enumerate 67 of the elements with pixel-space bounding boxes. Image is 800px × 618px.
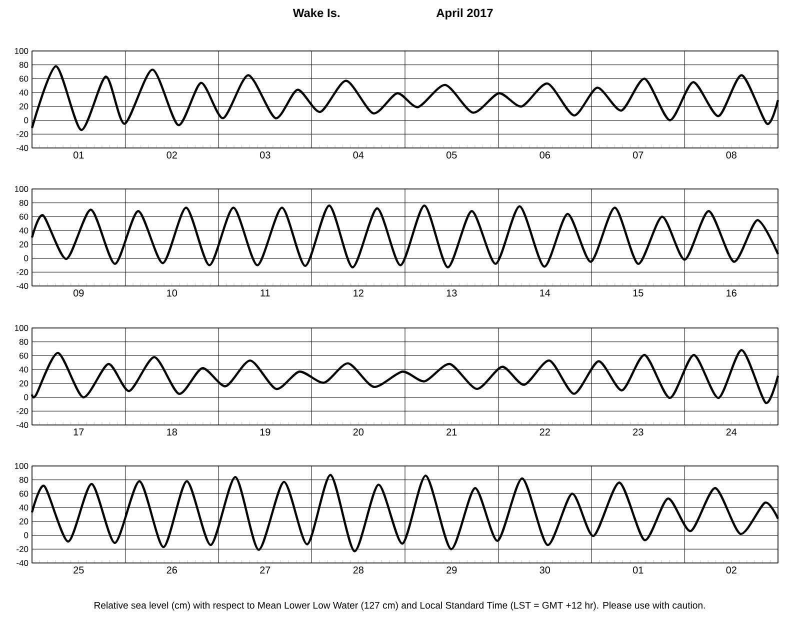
y-tick-label: 60 bbox=[20, 490, 28, 497]
y-tick-label: 80 bbox=[19, 338, 28, 345]
y-tick-label: 100 bbox=[15, 48, 28, 54]
x-tick-label: 10 bbox=[167, 290, 178, 297]
y-tick-label: 100 bbox=[15, 186, 28, 192]
y-tick-label: 60 bbox=[20, 352, 28, 359]
x-tick-label: 09 bbox=[73, 290, 84, 297]
y-tick-label: 60 bbox=[20, 214, 28, 220]
x-tick-label: 12 bbox=[354, 290, 364, 296]
y-tick-label: 100 bbox=[15, 324, 28, 331]
x-tick-label: 26 bbox=[166, 566, 177, 574]
x-tick-label: 29 bbox=[446, 566, 457, 574]
chart-title: Wake Is. bbox=[292, 8, 340, 18]
y-tick-label: 0 bbox=[24, 255, 28, 262]
x-tick-label: 08 bbox=[726, 152, 736, 159]
y-tick-label: -40 bbox=[16, 560, 28, 566]
x-tick-label: 03 bbox=[260, 152, 270, 159]
y-tick-label: 100 bbox=[15, 462, 28, 469]
x-tick-label: 04 bbox=[353, 152, 364, 159]
y-tick-label: 40 bbox=[19, 366, 28, 373]
y-tick-label: -20 bbox=[16, 131, 28, 138]
y-tick-label: 40 bbox=[19, 504, 28, 511]
y-tick-label: 0 bbox=[24, 532, 28, 538]
y-tick-label: 60 bbox=[20, 76, 28, 82]
y-tick-label: -20 bbox=[16, 269, 28, 276]
y-tick-label: 20 bbox=[19, 518, 28, 524]
y-tick-label: 80 bbox=[19, 62, 28, 68]
text: Relative sea level (cm) with respect to Mean Lower Low Water (127 cm) and Local Standard Time (LST = GMT +12 hr). Please use with caution. bbox=[94, 602, 705, 611]
x-tick-label: 22 bbox=[540, 428, 550, 436]
x-tick-label: 25 bbox=[74, 566, 84, 574]
x-tick-label: 20 bbox=[353, 428, 364, 436]
x-tick-label: 15 bbox=[633, 290, 644, 296]
x-tick-label: 28 bbox=[353, 566, 364, 574]
chart-subtitle: April 2017 bbox=[436, 8, 493, 20]
x-tick-label: 21 bbox=[446, 428, 457, 436]
y-tick-label: -40 bbox=[16, 422, 28, 428]
x-tick-label: 07 bbox=[632, 152, 644, 159]
y-tick-label: 20 bbox=[19, 241, 28, 248]
y-tick-label: -20 bbox=[16, 408, 28, 414]
y-tick-label: -40 bbox=[16, 282, 28, 289]
x-tick-label: 13 bbox=[446, 290, 457, 297]
y-tick-label: 40 bbox=[19, 228, 28, 234]
x-tick-label: 14 bbox=[540, 290, 550, 296]
x-tick-label: 24 bbox=[726, 428, 737, 436]
x-tick-label: 01 bbox=[73, 152, 84, 159]
y-tick-label: 20 bbox=[19, 103, 28, 110]
y-tick-label: 80 bbox=[19, 476, 28, 483]
y-tick-label: 40 bbox=[19, 90, 28, 96]
y-tick-label: 0 bbox=[24, 394, 28, 400]
y-tick-label: -20 bbox=[16, 546, 28, 552]
x-tick-label: 19 bbox=[260, 428, 270, 436]
x-tick-label: 11 bbox=[260, 290, 270, 296]
x-tick-label: 27 bbox=[260, 566, 270, 574]
x-tick-label: 18 bbox=[167, 428, 177, 436]
x-tick-label: 06 bbox=[540, 152, 550, 159]
x-tick-label: 02 bbox=[726, 566, 736, 574]
x-tick-label: 30 bbox=[540, 566, 550, 574]
y-tick-label: 0 bbox=[24, 117, 28, 124]
y-tick-label: 20 bbox=[19, 380, 28, 386]
y-tick-label: 80 bbox=[19, 200, 28, 206]
y-tick-label: -40 bbox=[16, 144, 28, 151]
x-tick-label: 01 bbox=[632, 566, 644, 574]
x-tick-label: 17 bbox=[74, 428, 84, 436]
x-tick-label: 02 bbox=[166, 152, 177, 159]
x-tick-label: 05 bbox=[446, 152, 457, 159]
x-tick-label: 16 bbox=[726, 290, 736, 297]
x-tick-label: 23 bbox=[633, 428, 644, 436]
